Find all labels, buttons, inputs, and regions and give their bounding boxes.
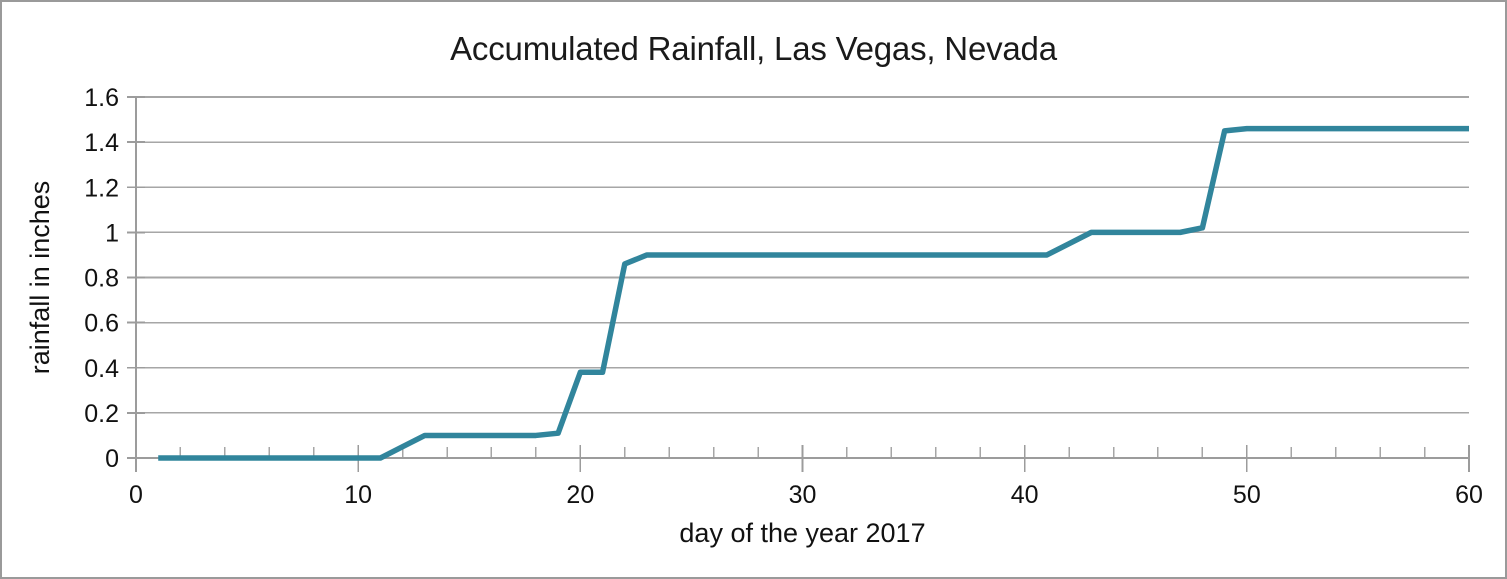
x-axis-title: day of the year 2017 bbox=[679, 518, 925, 548]
axis-lines bbox=[135, 97, 1469, 472]
y-tick-label: 0 bbox=[105, 445, 119, 473]
y-tick-label: 0.2 bbox=[84, 400, 119, 428]
y-axis-title: rainfall in inches bbox=[25, 181, 55, 375]
x-tick-label: 30 bbox=[789, 481, 817, 509]
y-axis-tick-labels: 0 0.2 0.4 0.6 0.8 1 1.2 1.4 1.6 bbox=[84, 84, 119, 473]
y-tick-label: 1.4 bbox=[84, 129, 119, 157]
x-tick-label: 40 bbox=[1011, 481, 1039, 509]
x-tick-label: 50 bbox=[1233, 481, 1261, 509]
x-axis-tick-labels: 0 10 20 30 40 50 60 bbox=[129, 481, 1483, 509]
y-tick-label: 1 bbox=[105, 219, 119, 247]
axis-titles: day of the year 2017 rainfall in inches bbox=[25, 181, 926, 548]
x-tick-label: 60 bbox=[1455, 481, 1483, 509]
x-tick-label: 20 bbox=[566, 481, 594, 509]
y-tick-label: 1.2 bbox=[84, 174, 119, 202]
y-tick-label: 0.6 bbox=[84, 310, 119, 338]
y-tick-label: 0.4 bbox=[84, 355, 119, 383]
x-tick-label: 10 bbox=[344, 481, 372, 509]
y-tick-label: 0.8 bbox=[84, 265, 119, 293]
data-series bbox=[158, 125, 1469, 461]
series-line bbox=[158, 125, 1469, 461]
gridlines bbox=[136, 96, 1469, 414]
chart-title: Accumulated Rainfall, Las Vegas, Nevada bbox=[450, 30, 1057, 67]
y-tick-label: 1.6 bbox=[84, 84, 119, 112]
x-tick-label: 0 bbox=[129, 481, 143, 509]
